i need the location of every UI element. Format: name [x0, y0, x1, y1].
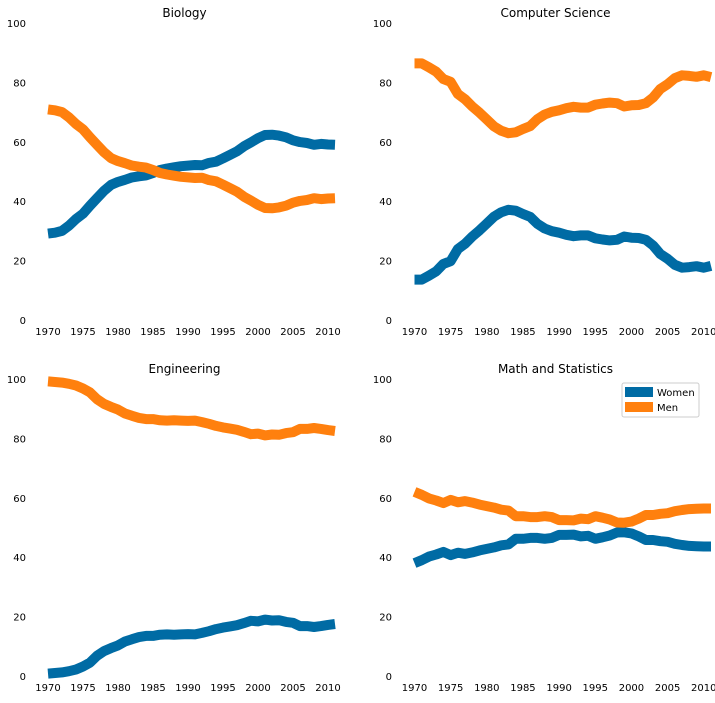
panel-title: Math and Statistics — [498, 362, 613, 376]
y-tick-label: 60 — [13, 138, 26, 149]
x-tick-label: 1995 — [583, 683, 608, 694]
panel-title: Engineering — [149, 362, 221, 376]
y-tick-label: 80 — [379, 434, 392, 445]
x-tick-label: 1980 — [105, 683, 130, 694]
y-tick-label: 40 — [13, 197, 26, 208]
x-tick-label: 1980 — [474, 683, 499, 694]
x-tick-label: 1985 — [510, 683, 535, 694]
y-tick-label: 40 — [13, 553, 26, 564]
x-tick-label: 1995 — [583, 327, 608, 338]
chart-panel-1: Computer Science 0 20 40 60 80 100 1970 1975 1980… — [373, 6, 715, 338]
x-tick-label: 1985 — [140, 327, 165, 338]
y-tick-label: 0 — [20, 672, 26, 683]
x-tick-label: 2005 — [655, 683, 680, 694]
y-tick-label: 100 — [373, 375, 392, 386]
x-tick-label: 2000 — [245, 683, 270, 694]
x-tick-label: 2010 — [691, 683, 715, 694]
y-tick-label: 60 — [13, 494, 26, 505]
y-tick-label: 80 — [13, 78, 26, 89]
chart-panel-2: Engineering 0 20 40 60 80 100 1970 1975 1980 1985 1… — [7, 362, 341, 694]
y-tick-label: 60 — [379, 138, 392, 149]
x-tick-label: 1980 — [474, 327, 499, 338]
x-tick-label: 2010 — [315, 683, 340, 694]
x-tick-label: 1970 — [402, 327, 427, 338]
x-tick-label: 1970 — [35, 683, 60, 694]
x-tick-label: 1975 — [70, 683, 95, 694]
x-tick-label: 2000 — [245, 327, 270, 338]
x-tick-label: 1975 — [438, 683, 463, 694]
y-tick-label: 20 — [13, 257, 26, 268]
y-tick-label: 20 — [13, 613, 26, 624]
x-tick-label: 1990 — [546, 327, 571, 338]
x-tick-label: 2005 — [280, 327, 305, 338]
x-tick-label: 1995 — [210, 683, 235, 694]
series-line-men — [47, 104, 336, 214]
y-tick-label: 80 — [13, 434, 26, 445]
y-tick-label: 100 — [373, 19, 392, 30]
series-line-men — [412, 487, 711, 528]
legend-swatch-men — [625, 402, 653, 412]
series-line-women — [47, 614, 336, 679]
x-tick-label: 2010 — [691, 327, 715, 338]
chart-panel-3: Math and Statistics 0 20 40 60 80 100 1970 1975 1… — [373, 362, 715, 694]
y-tick-label: 0 — [386, 316, 392, 327]
x-tick-label: 2005 — [280, 683, 305, 694]
x-tick-label: 1970 — [402, 683, 427, 694]
y-tick-label: 100 — [7, 19, 26, 30]
x-tick-label: 1995 — [210, 327, 235, 338]
x-tick-label: 1990 — [175, 327, 200, 338]
x-tick-label: 1970 — [35, 327, 60, 338]
series-line-women — [412, 527, 711, 568]
x-tick-label: 1975 — [70, 327, 95, 338]
legend-swatch-women — [625, 387, 653, 397]
y-tick-label: 20 — [379, 613, 392, 624]
x-tick-label: 2010 — [315, 327, 340, 338]
panel-title: Computer Science — [501, 6, 611, 20]
x-tick-label: 1990 — [175, 683, 200, 694]
series-line-men — [414, 58, 713, 139]
y-tick-label: 0 — [20, 316, 26, 327]
y-tick-label: 20 — [379, 257, 392, 268]
x-tick-label: 1975 — [438, 327, 463, 338]
legend-label-women: Women — [657, 388, 695, 399]
panel-title: Biology — [162, 6, 206, 20]
y-tick-label: 40 — [379, 553, 392, 564]
x-tick-label: 1985 — [140, 683, 165, 694]
series-line-men — [47, 376, 336, 441]
y-tick-label: 40 — [379, 197, 392, 208]
series-line-women — [47, 129, 336, 239]
x-tick-label: 2000 — [619, 327, 644, 338]
legend-label-men: Men — [657, 403, 678, 414]
y-tick-label: 80 — [379, 78, 392, 89]
x-tick-label: 1980 — [105, 327, 130, 338]
x-tick-label: 2005 — [655, 327, 680, 338]
y-tick-label: 60 — [379, 494, 392, 505]
chart-panel-0: Biology 0 20 40 60 80 100 1970 1975 1980 1985 1990 1… — [7, 6, 341, 338]
y-tick-label: 100 — [7, 375, 26, 386]
series-line-women — [414, 204, 713, 285]
x-tick-label: 1985 — [510, 327, 535, 338]
y-tick-label: 0 — [386, 672, 392, 683]
x-tick-label: 1990 — [546, 683, 571, 694]
legend: Women Men — [621, 382, 700, 418]
x-tick-label: 2000 — [619, 683, 644, 694]
